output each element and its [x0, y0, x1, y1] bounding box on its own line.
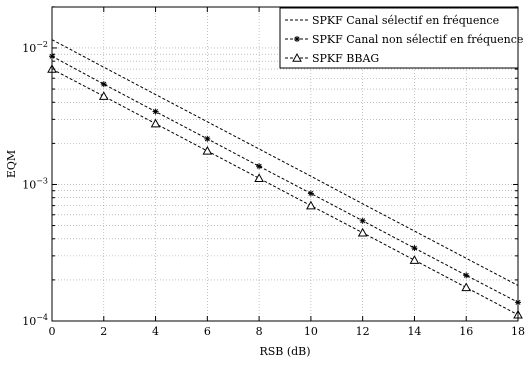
legend-item: SPKF Canal non sélectif en fréquence: [285, 33, 523, 46]
legend-label: SPKF Canal non sélectif en fréquence: [312, 33, 523, 46]
legend-item: SPKF Canal sélectif en fréquence: [285, 14, 499, 27]
series-line: [51, 68, 519, 316]
data-point-triangle: [98, 91, 109, 100]
y-tick-label: 10−2: [22, 40, 48, 55]
data-point-triangle: [409, 255, 420, 264]
y-tick-label: 10−3: [22, 176, 48, 191]
series-1: [51, 39, 519, 286]
data-point-star: [307, 190, 314, 197]
x-tick-label: 4: [152, 325, 159, 338]
data-point-star: [100, 81, 107, 88]
series-lines: [47, 39, 523, 319]
x-axis-label: RSB (dB): [259, 345, 310, 358]
data-point-star: [152, 108, 159, 115]
legend-label: SPKF BBAG: [312, 52, 379, 65]
legend-box: [279, 7, 519, 69]
data-point-triangle: [254, 173, 264, 182]
series-line: [51, 55, 519, 303]
x-tick-label: 10: [304, 325, 318, 338]
series-3: [47, 64, 523, 319]
x-tick-label: 2: [100, 325, 107, 338]
data-point-star: [204, 135, 211, 142]
data-point-triangle: [461, 282, 472, 292]
data-point-triangle: [292, 52, 302, 62]
y-tick-label: 10−4: [22, 313, 48, 328]
data-point-star: [256, 163, 263, 170]
legend-label: SPKF Canal sélectif en fréquence: [312, 14, 499, 27]
data-point-star: [294, 36, 300, 42]
x-tick-label: 0: [49, 325, 56, 338]
data-point-star: [359, 217, 366, 224]
legend: SPKF Canal sélectif en fréquence SPKF Can…: [279, 7, 523, 69]
data-point-triangle: [306, 200, 316, 210]
data-point-triangle: [202, 145, 213, 155]
x-tick-label: 8: [256, 325, 263, 338]
series-line: [51, 39, 519, 286]
x-tick-label: 14: [407, 325, 421, 338]
plot-frame: [51, 6, 519, 322]
data-point-star: [411, 245, 418, 252]
x-tick-label: 18: [511, 325, 525, 338]
data-point-star: [463, 272, 470, 279]
x-tick-label: 12: [356, 325, 370, 338]
series-2: [49, 53, 521, 306]
data-point-triangle: [357, 227, 368, 237]
legend-item: SPKF BBAG: [285, 52, 379, 65]
data-point-triangle: [150, 118, 161, 128]
tick-labels: 0 2 4 6 8 10 12 14 16 18 10−4 10−3 10−2: [22, 40, 525, 338]
x-tick-label: 6: [204, 325, 211, 338]
x-tick-label: 16: [459, 325, 473, 338]
y-axis-label: EQM: [5, 150, 18, 178]
